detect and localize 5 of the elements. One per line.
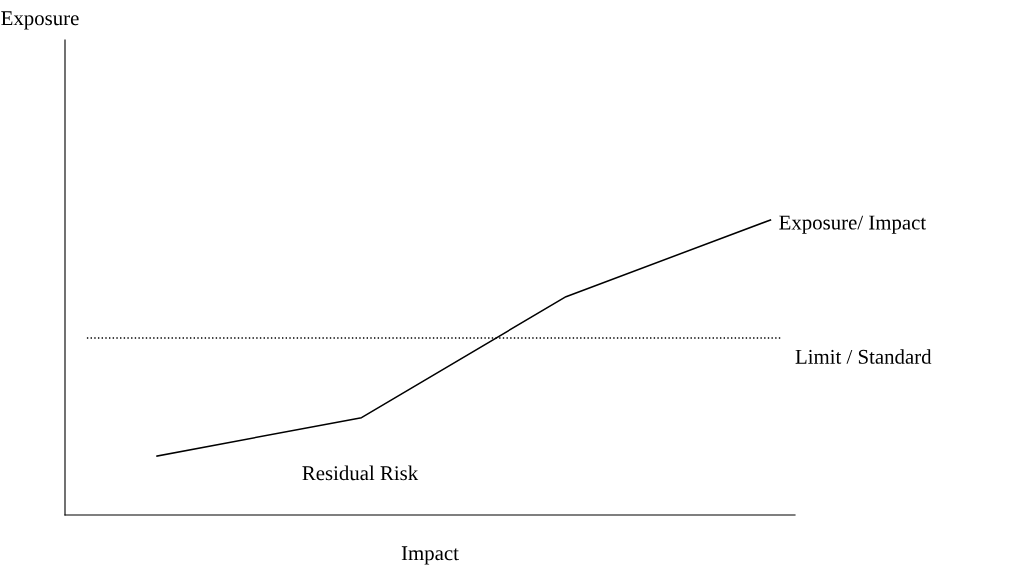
ref-line-label: Limit / Standard — [795, 349, 932, 364]
series-label: Exposure/ Impact — [779, 215, 927, 234]
text: Exposure — [1, 11, 79, 30]
x-axis-title: Impact — [401, 546, 459, 565]
annotation: Residual Risk — [302, 465, 419, 481]
